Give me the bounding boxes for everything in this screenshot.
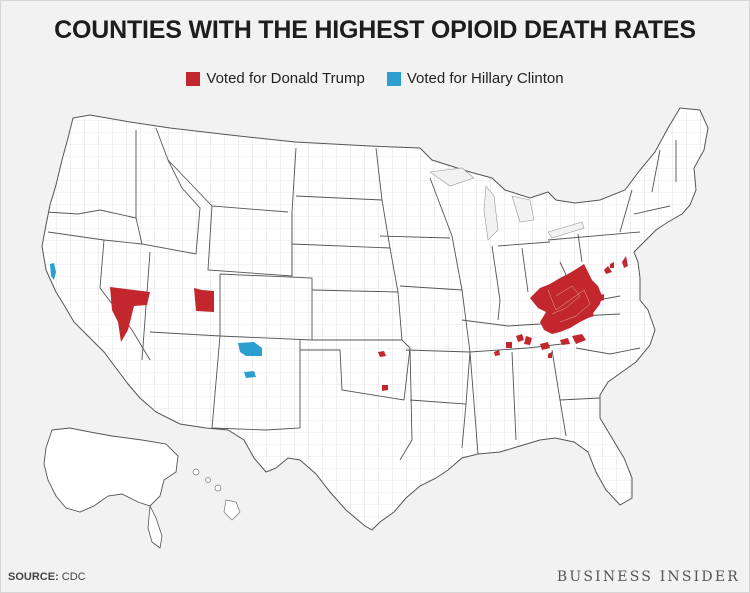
county-tennessee-trump-3 xyxy=(506,342,512,348)
trump-counties xyxy=(110,256,628,391)
county-tennessee-trump-1 xyxy=(516,334,524,342)
county-nc-trump-3 xyxy=(586,310,594,318)
county-nevada-trump xyxy=(110,287,150,342)
legend-label-trump: Voted for Donald Trump xyxy=(206,70,365,87)
source-value: CDC xyxy=(61,571,86,583)
source-note: SOURCE: CDC xyxy=(8,571,86,583)
legend-swatch-clinton xyxy=(386,71,401,86)
county-oklahoma-trump-1 xyxy=(378,351,386,357)
county-kentucky-trump-1 xyxy=(536,291,542,297)
source-label: SOURCE: xyxy=(8,571,59,583)
county-tennessee-trump-4 xyxy=(494,350,500,356)
county-tennessee-trump-2 xyxy=(524,336,532,345)
county-ga-trump-1 xyxy=(548,352,552,358)
county-new-mexico-clinton-1 xyxy=(238,342,262,356)
hawaii xyxy=(192,468,241,521)
county-va-trump-1 xyxy=(596,294,604,302)
appalachia-county-lines xyxy=(547,285,591,323)
page-title: COUNTIES WITH THE HIGHEST OPIOID DEATH R… xyxy=(54,16,696,44)
legend: Voted for Donald Trump Voted for Hillary… xyxy=(0,70,750,87)
brand-logo: BUSINESS INSIDER xyxy=(556,569,740,585)
clinton-counties xyxy=(50,263,262,378)
lake-huron xyxy=(511,195,535,223)
county-wv-trump-1 xyxy=(604,266,612,274)
legend-item-trump: Voted for Donald Trump xyxy=(186,70,365,87)
county-california-clinton xyxy=(50,263,56,280)
county-pa-trump-1 xyxy=(610,262,614,268)
county-appalachia-trump-cluster xyxy=(530,264,602,334)
lake-erie xyxy=(547,221,585,239)
county-tennessee-trump-5 xyxy=(540,342,550,350)
legend-swatch-trump xyxy=(186,71,201,86)
us-county-map xyxy=(0,100,750,560)
alaska xyxy=(43,427,179,549)
legend-item-clinton: Voted for Hillary Clinton xyxy=(386,70,564,87)
state-boundaries xyxy=(45,127,677,461)
county-new-mexico-clinton-2 xyxy=(244,371,256,378)
county-oklahoma-trump-2 xyxy=(382,385,388,391)
county-nc-trump-2 xyxy=(572,334,586,344)
lake-superior xyxy=(429,167,475,187)
great-lakes xyxy=(429,167,585,241)
legend-label-clinton: Voted for Hillary Clinton xyxy=(406,70,564,87)
lake-michigan xyxy=(483,185,499,241)
county-utah-trump xyxy=(194,288,214,312)
us-map-svg xyxy=(41,107,709,549)
county-md-trump-1 xyxy=(622,256,628,268)
county-nc-trump-1 xyxy=(560,338,570,345)
